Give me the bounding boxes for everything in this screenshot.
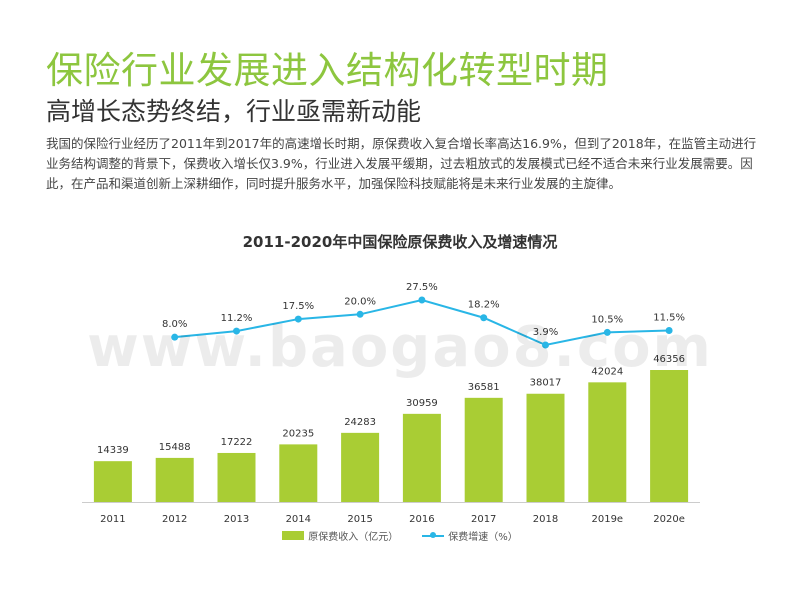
growth-point-2015 bbox=[356, 310, 364, 318]
growth-value-label: 11.2% bbox=[221, 313, 253, 324]
legend-label-growth: 保费增速（%） bbox=[448, 532, 518, 543]
bar-2019e bbox=[588, 382, 627, 502]
bar-value-label: 42024 bbox=[591, 366, 623, 377]
x-tick-label: 2014 bbox=[286, 514, 311, 525]
growth-point-2012 bbox=[171, 333, 179, 341]
x-tick-label: 2017 bbox=[471, 514, 496, 525]
watermark: www.baogao8.com bbox=[87, 315, 713, 380]
labels-layer: 14339 2011 15488 2012 17222 2013 20235 2014 2428… bbox=[97, 282, 685, 525]
bar-2013 bbox=[217, 452, 256, 502]
bar-2018 bbox=[526, 393, 565, 502]
bar-2011 bbox=[93, 461, 132, 502]
line-layer bbox=[171, 296, 673, 349]
x-tick-label: 2016 bbox=[409, 514, 434, 525]
x-tick-label: 2013 bbox=[224, 514, 249, 525]
x-tick-label: 2012 bbox=[162, 514, 187, 525]
bar-value-label: 46356 bbox=[653, 354, 685, 365]
growth-value-label: 10.5% bbox=[591, 314, 623, 325]
bar-value-label: 38017 bbox=[530, 378, 562, 389]
bar-2015 bbox=[341, 432, 380, 502]
bar-2012 bbox=[155, 457, 194, 502]
growth-value-label: 3.9% bbox=[533, 327, 558, 338]
growth-value-label: 27.5% bbox=[406, 282, 438, 293]
x-tick-label: 2018 bbox=[533, 514, 558, 525]
growth-value-label: 8.0% bbox=[162, 319, 187, 330]
bar-2014 bbox=[279, 444, 318, 502]
bar-2017 bbox=[464, 397, 503, 502]
growth-point-2013 bbox=[233, 327, 240, 335]
chart-legend: 原保费收入（亿元） 保费增速（%） bbox=[0, 528, 800, 543]
x-tick-label: 2020e bbox=[653, 514, 685, 525]
legend-label-premium: 原保费收入（亿元） bbox=[308, 532, 399, 543]
growth-value-label: 18.2% bbox=[468, 300, 500, 311]
legend-item-growth: 保费增速（%） bbox=[422, 528, 518, 543]
growth-value-label: 11.5% bbox=[653, 313, 685, 324]
bar-value-label: 15488 bbox=[159, 442, 191, 453]
x-tick-label: 2015 bbox=[347, 514, 372, 525]
bars-layer bbox=[93, 370, 689, 502]
bar-value-label: 14339 bbox=[97, 445, 129, 456]
growth-value-label: 20.0% bbox=[344, 296, 376, 307]
legend-swatch-growth bbox=[422, 531, 445, 540]
bar-value-label: 36581 bbox=[468, 382, 500, 393]
growth-value-label: 17.5% bbox=[282, 301, 314, 312]
chart-title: 2011-2020年中国保险原保费收入及增速情况 bbox=[243, 233, 558, 251]
growth-point-2019e bbox=[603, 328, 611, 336]
bar-value-label: 17222 bbox=[221, 437, 253, 448]
growth-point-2014 bbox=[294, 315, 302, 323]
growth-point-2018 bbox=[542, 341, 549, 349]
intro-paragraph: 我国的保险行业经历了2011年到2017年的高速增长时期，原保费收入复合增长率高… bbox=[46, 136, 757, 191]
bar-value-label: 30959 bbox=[406, 398, 438, 409]
growth-point-2016 bbox=[418, 296, 426, 304]
page-subtitle: 高增长态势终结，行业亟需新动能 bbox=[46, 97, 422, 126]
bar-value-label: 20235 bbox=[282, 428, 314, 439]
legend-swatch-premium bbox=[282, 531, 305, 540]
x-tick-label: 2019e bbox=[591, 514, 623, 525]
bar-2020e bbox=[650, 370, 689, 502]
growth-point-2020e bbox=[665, 327, 673, 335]
bar-value-label: 24283 bbox=[344, 417, 376, 428]
growth-point-2017 bbox=[480, 314, 488, 322]
x-tick-label: 2011 bbox=[100, 514, 125, 525]
legend-item-premium: 原保费收入（亿元） bbox=[282, 528, 398, 543]
bar-2016 bbox=[402, 413, 441, 502]
page-title: 保险行业发展进入结构化转型时期 bbox=[46, 49, 609, 92]
